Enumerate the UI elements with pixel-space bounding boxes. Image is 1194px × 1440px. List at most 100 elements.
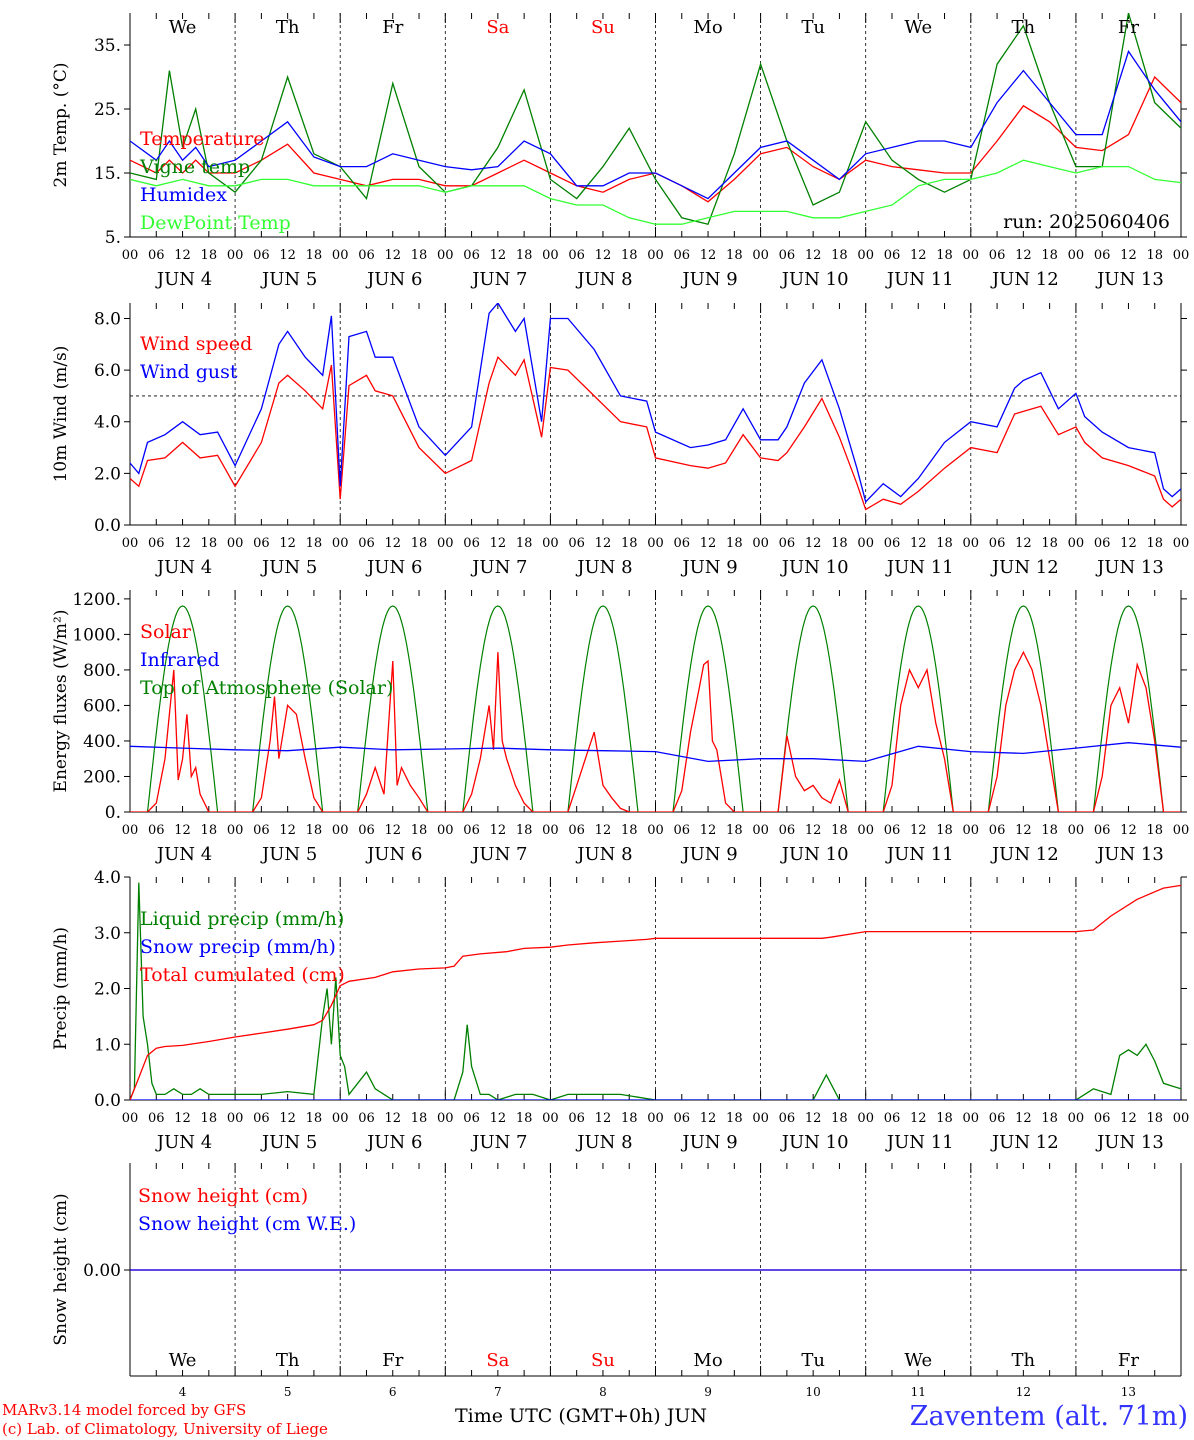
hour-tick-label: 12	[910, 248, 927, 263]
hour-tick-label: 06	[253, 1111, 270, 1126]
hour-tick-label: 18	[411, 1111, 428, 1126]
hour-tick-label: 12	[174, 536, 191, 551]
hour-tick-label: 18	[726, 1111, 743, 1126]
hour-tick-label: 00	[437, 1111, 454, 1126]
hour-tick-label: 12	[490, 536, 507, 551]
hour-tick-label: 00	[437, 248, 454, 263]
series-line-2	[130, 49, 1181, 200]
hour-tick-label: 18	[411, 536, 428, 551]
weekday-label: Fr	[1118, 1350, 1139, 1371]
hour-tick-label: 00	[122, 248, 139, 263]
hour-tick-label: 00	[542, 248, 559, 263]
legend-entry: Snow precip (mm/h)	[140, 936, 336, 958]
date-label: JUN 9	[680, 557, 737, 578]
hour-tick-label: 06	[779, 1111, 796, 1126]
hour-tick-label: 00	[963, 248, 980, 263]
hour-tick-label: 18	[1146, 823, 1163, 838]
y-tick-label: 2.0	[94, 464, 121, 484]
date-label: JUN 13	[1095, 269, 1164, 290]
hour-tick-label: 18	[1041, 536, 1058, 551]
weekday-label: Th	[1012, 17, 1036, 38]
date-label: JUN 8	[575, 844, 632, 865]
day-number-label: 10	[806, 1385, 821, 1399]
date-label: JUN 8	[575, 557, 632, 578]
date-label: JUN 10	[780, 269, 849, 290]
series-line-0	[130, 650, 1181, 812]
lab-credit: (c) Lab. of Climatology, University of L…	[2, 1420, 328, 1438]
date-label: JUN 7	[470, 557, 527, 578]
hour-tick-label: 12	[1120, 823, 1137, 838]
hour-tick-label: 06	[463, 536, 480, 551]
date-label: JUN 12	[990, 844, 1059, 865]
hour-tick-label: 06	[148, 823, 165, 838]
plot-area	[130, 13, 1181, 225]
hour-tick-label: 00	[857, 823, 874, 838]
hour-tick-label: 12	[910, 536, 927, 551]
hour-tick-label: 00	[122, 823, 139, 838]
hour-tick-label: 00	[963, 823, 980, 838]
hour-tick-label: 06	[568, 1111, 585, 1126]
hour-tick-label: 06	[1094, 248, 1111, 263]
hour-tick-label: 12	[700, 248, 717, 263]
plot-area	[130, 882, 1181, 1100]
hour-tick-label: 00	[857, 248, 874, 263]
hour-tick-label: 00	[647, 536, 664, 551]
y-tick-label: 800.	[83, 661, 121, 681]
legend-entry: Total cumulated (cm)	[140, 964, 345, 986]
weekday-label: Tu	[801, 1350, 825, 1371]
y-axis-label: 2m Temp. (°C)	[51, 62, 71, 187]
hour-tick-label: 12	[384, 1111, 401, 1126]
hour-tick-label: 06	[989, 823, 1006, 838]
hour-tick-label: 18	[201, 823, 218, 838]
hour-tick-label: 00	[1173, 1111, 1190, 1126]
hour-tick-label: 12	[595, 823, 612, 838]
date-label: JUN 10	[780, 844, 849, 865]
hour-tick-label: 12	[595, 536, 612, 551]
y-tick-label: 35.	[94, 36, 121, 56]
hour-tick-label: 12	[1120, 248, 1137, 263]
y-axis-label: Snow height (cm)	[51, 1193, 71, 1345]
date-label: JUN 11	[885, 1132, 954, 1153]
day-number-label: 4	[179, 1385, 187, 1399]
y-axis-label: 10m Wind (m/s)	[51, 346, 71, 483]
hour-tick-label: 00	[332, 1111, 349, 1126]
hour-tick-label: 12	[700, 1111, 717, 1126]
plot-area	[130, 303, 1181, 511]
hour-tick-label: 18	[201, 536, 218, 551]
hour-tick-label: 12	[384, 248, 401, 263]
date-label: JUN 9	[680, 1132, 737, 1153]
hour-tick-label: 00	[752, 248, 769, 263]
date-label: JUN 12	[990, 557, 1059, 578]
hour-tick-label: 06	[989, 1111, 1006, 1126]
hour-tick-label: 18	[516, 823, 533, 838]
hour-tick-label: 00	[752, 1111, 769, 1126]
hour-tick-label: 06	[989, 536, 1006, 551]
date-label: JUN 13	[1095, 844, 1164, 865]
hour-tick-label: 18	[726, 823, 743, 838]
hour-tick-label: 18	[831, 536, 848, 551]
day-number-label: 12	[1016, 1385, 1031, 1399]
hour-tick-label: 06	[148, 248, 165, 263]
y-axis-label: Precip (mm/h)	[51, 927, 71, 1050]
weekday-label: We	[904, 17, 932, 38]
legend-entry: Snow height (cm)	[138, 1185, 308, 1207]
hour-tick-label: 00	[1173, 536, 1190, 551]
hour-tick-label: 00	[542, 536, 559, 551]
y-tick-label: 3.0	[94, 924, 121, 944]
y-axis-label: Energy fluxes (W/m²)	[51, 610, 71, 793]
hour-tick-label: 12	[1015, 248, 1032, 263]
hour-tick-label: 12	[805, 248, 822, 263]
series-line-0	[130, 882, 1181, 1100]
hour-tick-label: 00	[647, 248, 664, 263]
date-label: JUN 12	[990, 269, 1059, 290]
date-label: JUN 6	[365, 1132, 422, 1153]
hour-tick-label: 18	[1041, 1111, 1058, 1126]
hour-tick-label: 00	[227, 536, 244, 551]
hour-tick-label: 06	[884, 536, 901, 551]
weekday-label: Mo	[693, 1350, 722, 1371]
legend-entry: Wind gust	[140, 361, 238, 383]
y-tick-label: 0.0	[94, 516, 121, 536]
y-tick-label: 400.	[83, 732, 121, 752]
hour-tick-label: 06	[1094, 823, 1111, 838]
